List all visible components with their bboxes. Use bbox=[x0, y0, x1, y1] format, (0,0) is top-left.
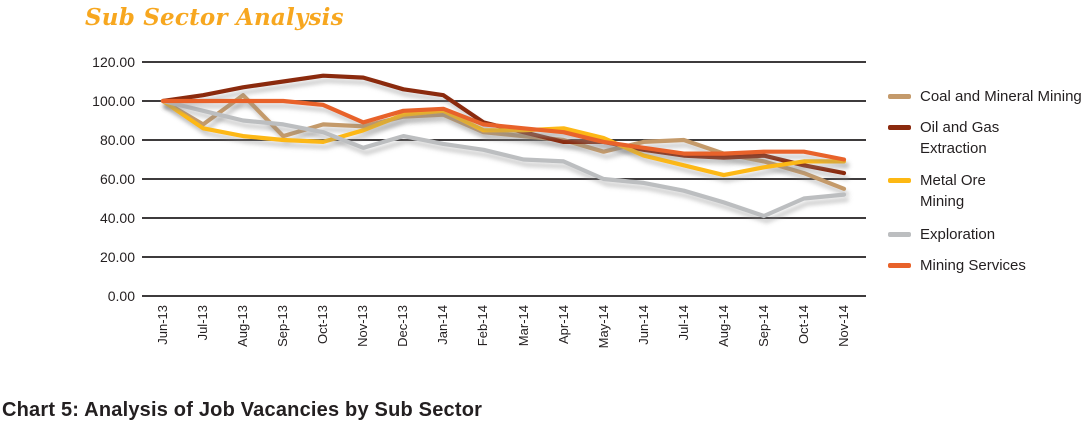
x-axis-tick-label: Apr-14 bbox=[555, 305, 571, 345]
y-axis-tick-label: 120.00 bbox=[92, 54, 135, 70]
gridlines bbox=[142, 61, 866, 297]
legend-item-oil-and-gas-extraction: Oil and Gas Extraction bbox=[888, 117, 999, 159]
x-axis-tick-label: Dec-13 bbox=[395, 305, 411, 347]
x-axis-tick-label: Feb-14 bbox=[475, 305, 491, 347]
y-axis-tick-label: 80.00 bbox=[99, 132, 135, 148]
x-axis-tick-label: May-14 bbox=[595, 305, 611, 349]
x-axis-tick-label: Sep-14 bbox=[755, 305, 771, 347]
x-axis-tick-label: Mar-14 bbox=[515, 305, 531, 347]
x-axis-tick-label: Nov-14 bbox=[836, 305, 851, 347]
series-line-mining-services bbox=[160, 98, 847, 162]
legend-item-coal-and-mineral-mining: Coal and Mineral Mining bbox=[888, 86, 1082, 107]
legend-item-exploration: Exploration bbox=[888, 224, 995, 245]
x-axis-tick-label: Jan-14 bbox=[435, 305, 451, 345]
series-line-metal-ore-mining bbox=[160, 98, 847, 178]
y-axis-tick-label: 60.00 bbox=[99, 171, 135, 187]
y-axis-tick-label: 0.00 bbox=[107, 288, 135, 304]
legend-color-swatch bbox=[888, 125, 911, 130]
legend-item-metal-ore-mining: Metal Ore Mining bbox=[888, 170, 986, 212]
y-axis-tick-label: 20.00 bbox=[99, 249, 135, 265]
y-axis-tick-label: 40.00 bbox=[99, 210, 135, 226]
legend-label: Exploration bbox=[920, 226, 996, 243]
x-axis-tick-label: Jun-13 bbox=[155, 305, 170, 345]
legend-item-mining-services: Mining Services bbox=[888, 255, 1026, 276]
x-axis-tick-label: Nov-13 bbox=[355, 305, 371, 347]
legend-label: Coal and Mineral Mining bbox=[920, 88, 1082, 105]
legend-color-swatch bbox=[888, 232, 911, 237]
series-line-coal-and-mineral-mining bbox=[160, 93, 847, 191]
x-axis-tick-label: Jun-14 bbox=[635, 305, 651, 345]
legend-label: Metal Ore Mining bbox=[920, 172, 986, 210]
x-axis-tick-label: Aug-14 bbox=[715, 305, 731, 347]
x-axis-tick-label: Oct-14 bbox=[795, 305, 811, 345]
legend-color-swatch bbox=[888, 178, 911, 183]
legend-label: Oil and Gas Extraction bbox=[920, 119, 1000, 157]
x-axis-tick-label: Aug-13 bbox=[235, 305, 251, 347]
series-line-exploration bbox=[160, 98, 847, 219]
x-axis-tick-label: Sep-13 bbox=[275, 305, 291, 347]
x-axis-tick-label: Jul-13 bbox=[195, 305, 211, 341]
x-axis-tick-label: Oct-13 bbox=[315, 305, 331, 345]
x-axis-tick-label: Jul-14 bbox=[675, 305, 691, 341]
legend-color-swatch bbox=[888, 94, 911, 99]
legend-label: Mining Services bbox=[920, 257, 1026, 274]
chart-title: Sub Sector Analysis bbox=[85, 4, 344, 31]
legend-color-swatch bbox=[888, 263, 911, 268]
series-lines bbox=[160, 73, 847, 219]
y-axis-tick-label: 100.00 bbox=[92, 93, 135, 109]
chart-caption: Chart 5: Analysis of Job Vacancies by Su… bbox=[2, 399, 483, 421]
